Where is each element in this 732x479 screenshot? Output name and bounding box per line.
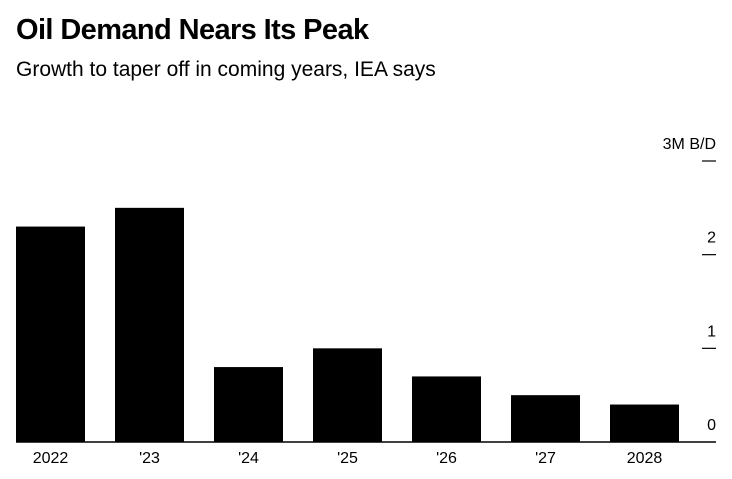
bar-5 bbox=[511, 395, 580, 442]
bars-group bbox=[16, 207, 679, 442]
y-tick-label-2: 2 bbox=[707, 230, 716, 247]
x-tick-label-3: '25 bbox=[337, 450, 358, 467]
x-tick-label-6: 2028 bbox=[627, 450, 663, 467]
x-tick-label-4: '26 bbox=[436, 450, 457, 467]
y-tick-label-1: 1 bbox=[707, 323, 716, 340]
x-tick-label-1: '23 bbox=[139, 450, 160, 467]
x-tick-label-2: '24 bbox=[238, 450, 259, 467]
bar-6 bbox=[610, 404, 679, 442]
x-tick-label-5: '27 bbox=[535, 450, 556, 467]
bar-2 bbox=[214, 367, 283, 442]
x-tick-labels-group: 2022 '23 '24 '25 '26 '27 2028 bbox=[33, 450, 663, 467]
x-tick-label-0: 2022 bbox=[33, 450, 69, 467]
bar-3 bbox=[313, 348, 382, 442]
y-tick-label-3: 3M B/D bbox=[663, 136, 716, 153]
y-tick-label-0: 0 bbox=[707, 417, 716, 434]
chart-subtitle: Growth to taper off in coming years, IEA… bbox=[16, 58, 436, 81]
bar-4 bbox=[412, 376, 481, 442]
chart-title: Oil Demand Nears Its Peak bbox=[16, 14, 369, 46]
bar-0 bbox=[16, 226, 85, 442]
bar-1 bbox=[115, 207, 184, 442]
y-axis-group: 0 1 2 3M B/D bbox=[663, 136, 716, 434]
